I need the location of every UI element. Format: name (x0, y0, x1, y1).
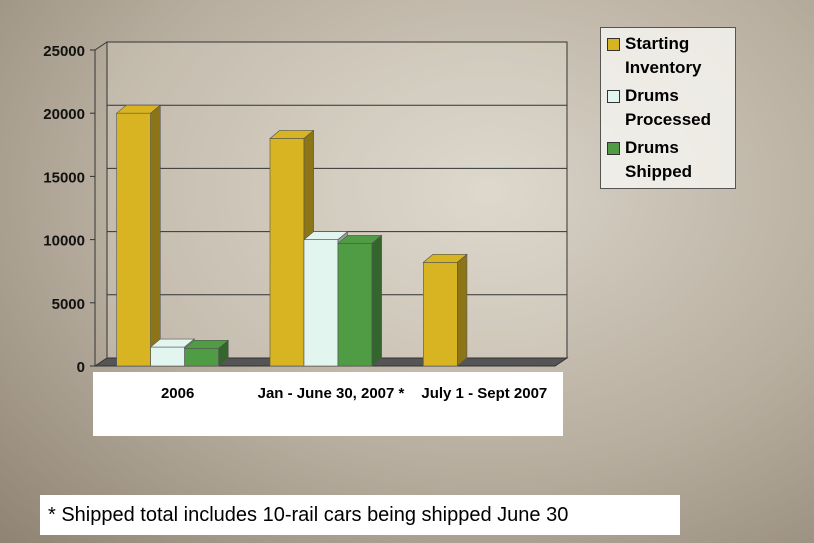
legend-swatch (607, 38, 620, 51)
legend-item: Drums Processed (607, 84, 729, 132)
bar-front (270, 138, 304, 366)
chart: 0 5000 10000 15000 20000 25000 Starting Inven… (0, 0, 814, 543)
y-tick-label: 10000 (43, 233, 85, 250)
legend-item: Drums Shipped (607, 136, 729, 184)
x-tick-label: July 1 - Sept 2007 (409, 382, 559, 405)
legend-swatch (607, 142, 620, 155)
bar-side (151, 105, 161, 366)
annotation: * Shipped total includes 10-rail cars be… (40, 495, 680, 535)
bar (185, 340, 229, 366)
y-axis-depth (95, 42, 107, 50)
bar-front (185, 348, 219, 366)
bar-front (338, 243, 372, 366)
bar-side (372, 235, 382, 366)
bar (423, 254, 467, 366)
bar-side (457, 254, 467, 366)
legend-item: Starting Inventory (607, 32, 729, 80)
legend-label: Drums Shipped (625, 136, 729, 184)
y-tick-label: 25000 (43, 43, 85, 60)
bar-front (117, 113, 151, 366)
y-tick-label: 5000 (52, 296, 85, 313)
bar-front (423, 262, 457, 366)
y-tick-label: 0 (77, 359, 85, 376)
y-tick-label: 20000 (43, 106, 85, 123)
y-tick-label: 15000 (43, 169, 85, 186)
bar-front (304, 240, 338, 366)
x-tick-label: 2006 (103, 382, 253, 405)
legend-swatch (607, 90, 620, 103)
bar-front (151, 347, 185, 366)
x-tick-label: Jan - June 30, 2007 * (256, 382, 406, 405)
legend-label: Starting Inventory (625, 32, 729, 80)
legend-label: Drums Processed (625, 84, 729, 132)
bar (117, 105, 161, 366)
bar (338, 235, 382, 366)
